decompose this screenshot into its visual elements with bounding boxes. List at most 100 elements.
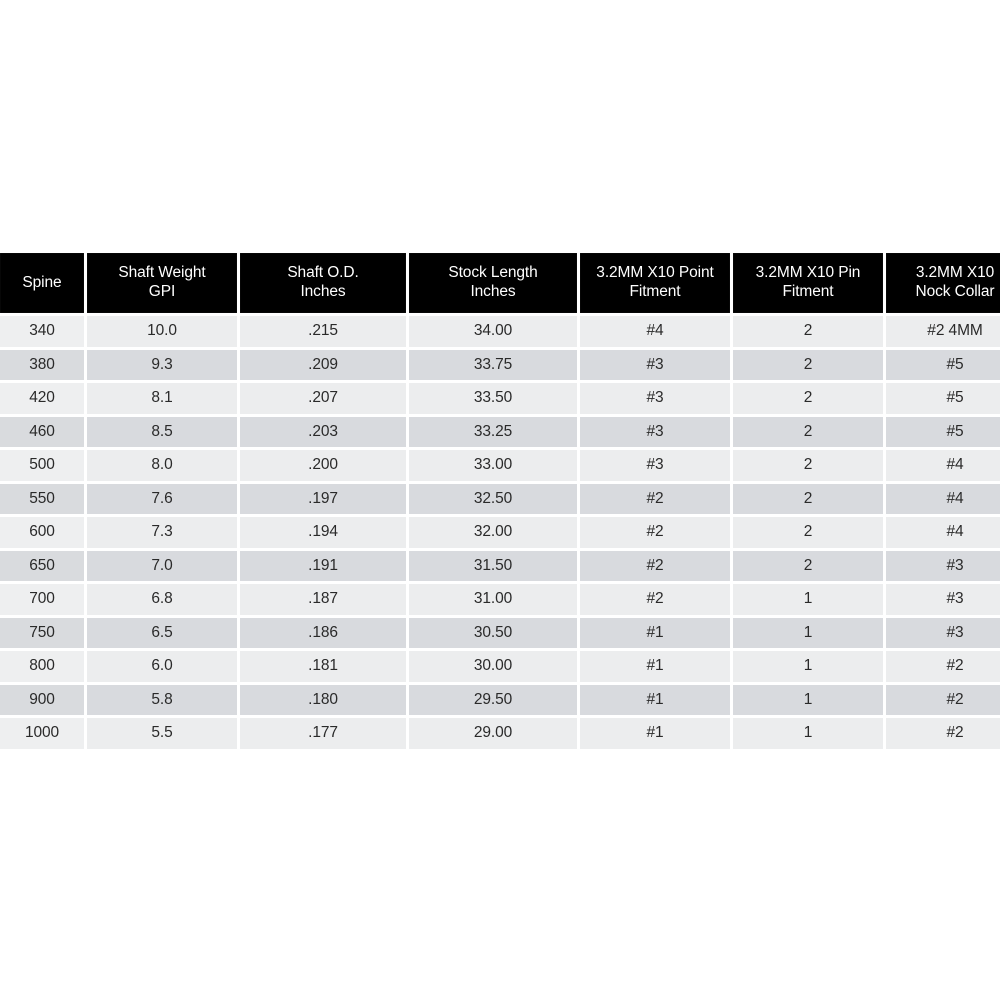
cell-shaft_od: .197 (240, 483, 406, 514)
cell-spine: 1000 (0, 718, 84, 749)
column-header-line2: Inches (470, 283, 516, 300)
cell-shaft_od: .181 (240, 651, 406, 682)
cell-nock_collar: #2 (886, 684, 1000, 715)
cell-shaft_od: .187 (240, 584, 406, 615)
cell-shaft_od: .209 (240, 349, 406, 380)
cell-spine: 900 (0, 684, 84, 715)
cell-shaft_weight: 8.0 (87, 450, 237, 481)
cell-shaft_weight: 5.8 (87, 684, 237, 715)
cell-pin_fit: 2 (733, 383, 883, 414)
cell-spine: 500 (0, 450, 84, 481)
cell-stock_length: 33.25 (409, 416, 577, 447)
cell-pin_fit: 1 (733, 684, 883, 715)
column-header-line2: Fitment (629, 283, 681, 300)
cell-nock_collar: #4 (886, 517, 1000, 548)
spec-table-container: Spine Shaft Weight GPI Shaft O.D. Inches Stoc… (0, 250, 1000, 752)
cell-spine: 550 (0, 483, 84, 514)
cell-nock_collar: #3 (886, 550, 1000, 581)
cell-point_fit: #1 (580, 617, 730, 648)
column-header-pin_fit: 3.2MM X10 Pin Fitment (733, 253, 883, 313)
table-row: 750 6.5.186 30.50 #1 1 #3 (0, 617, 1000, 648)
column-header-line1: Stock Length (448, 264, 538, 282)
cell-nock_collar: #4 (886, 450, 1000, 481)
cell-point_fit: #3 (580, 383, 730, 414)
cell-point_fit: #3 (580, 416, 730, 447)
cell-stock_length: 33.75 (409, 349, 577, 380)
column-header-spine: Spine (0, 253, 84, 313)
column-header-stock_length: Stock Length Inches (409, 253, 577, 313)
cell-spine: 340 (0, 316, 84, 347)
cell-stock_length: 32.50 (409, 483, 577, 514)
cell-shaft_od: .200 (240, 450, 406, 481)
cell-spine: 380 (0, 349, 84, 380)
cell-stock_length: 32.00 (409, 517, 577, 548)
cell-shaft_weight: 6.0 (87, 651, 237, 682)
table-row: 380 9.3.209 33.75 #3 2 #5 (0, 349, 1000, 380)
cell-shaft_weight: 10.0 (87, 316, 237, 347)
table-row: 340 10.0.215 34.00 #4 2 #2 4MM (0, 316, 1000, 347)
table-row: 800 6.0.181 30.00 #1 1 #2 (0, 651, 1000, 682)
cell-pin_fit: 1 (733, 718, 883, 749)
cell-spine: 600 (0, 517, 84, 548)
cell-point_fit: #3 (580, 349, 730, 380)
cell-pin_fit: 1 (733, 584, 883, 615)
cell-nock_collar: #2 4MM (886, 316, 1000, 347)
cell-shaft_weight: 6.5 (87, 617, 237, 648)
cell-pin_fit: 2 (733, 550, 883, 581)
cell-stock_length: 30.00 (409, 651, 577, 682)
table-row: 700 6.8.187 31.00 #2 1 #3 (0, 584, 1000, 615)
cell-point_fit: #2 (580, 550, 730, 581)
cell-shaft_weight: 5.5 (87, 718, 237, 749)
cell-stock_length: 34.00 (409, 316, 577, 347)
cell-spine: 750 (0, 617, 84, 648)
cell-nock_collar: #5 (886, 416, 1000, 447)
column-header-line1: Shaft O.D. (287, 264, 359, 282)
cell-stock_length: 31.50 (409, 550, 577, 581)
cell-shaft_od: .180 (240, 684, 406, 715)
column-header-line1: Shaft Weight (118, 264, 206, 282)
cell-point_fit: #1 (580, 718, 730, 749)
cell-shaft_weight: 8.5 (87, 416, 237, 447)
cell-stock_length: 29.00 (409, 718, 577, 749)
table-row: 650 7.0.191 31.50 #2 2 #3 (0, 550, 1000, 581)
cell-pin_fit: 2 (733, 517, 883, 548)
cell-shaft_weight: 9.3 (87, 349, 237, 380)
cell-pin_fit: 2 (733, 450, 883, 481)
column-header-line1: 3.2MM X10 Pin (755, 264, 861, 282)
cell-spine: 650 (0, 550, 84, 581)
cell-nock_collar: #2 (886, 718, 1000, 749)
cell-nock_collar: #5 (886, 349, 1000, 380)
table-row: 500 8.0.200 33.00 #3 2 #4 (0, 450, 1000, 481)
cell-point_fit: #3 (580, 450, 730, 481)
column-header-nock_collar: 3.2MM X10 Nock Collar (886, 253, 1000, 313)
cell-nock_collar: #3 (886, 584, 1000, 615)
table-row: 420 8.1.207 33.50 #3 2 #5 (0, 383, 1000, 414)
cell-stock_length: 29.50 (409, 684, 577, 715)
cell-spine: 420 (0, 383, 84, 414)
cell-point_fit: #2 (580, 483, 730, 514)
table-header-row: Spine Shaft Weight GPI Shaft O.D. Inches Stoc… (0, 253, 1000, 313)
column-header-line2: Nock Collar (915, 283, 995, 300)
column-header-point_fit: 3.2MM X10 Point Fitment (580, 253, 730, 313)
cell-point_fit: #2 (580, 517, 730, 548)
cell-point_fit: #1 (580, 651, 730, 682)
cell-nock_collar: #4 (886, 483, 1000, 514)
cell-pin_fit: 1 (733, 651, 883, 682)
cell-shaft_od: .203 (240, 416, 406, 447)
cell-shaft_weight: 6.8 (87, 584, 237, 615)
cell-stock_length: 33.50 (409, 383, 577, 414)
column-header-line2: Fitment (782, 283, 834, 300)
cell-shaft_od: .191 (240, 550, 406, 581)
cell-pin_fit: 2 (733, 416, 883, 447)
cell-shaft_od: .207 (240, 383, 406, 414)
cell-shaft_weight: 8.1 (87, 383, 237, 414)
column-header-line2: GPI (148, 283, 176, 300)
cell-point_fit: #1 (580, 684, 730, 715)
table-row: 900 5.8.180 29.50 #1 1 #2 (0, 684, 1000, 715)
table-row: 1000 5.5.177 29.00 #1 1 #2 (0, 718, 1000, 749)
table-row: 550 7.6.197 32.50 #2 2 #4 (0, 483, 1000, 514)
table-row: 600 7.3.194 32.00 #2 2 #4 (0, 517, 1000, 548)
column-header-shaft_od: Shaft O.D. Inches (240, 253, 406, 313)
cell-shaft_od: .215 (240, 316, 406, 347)
